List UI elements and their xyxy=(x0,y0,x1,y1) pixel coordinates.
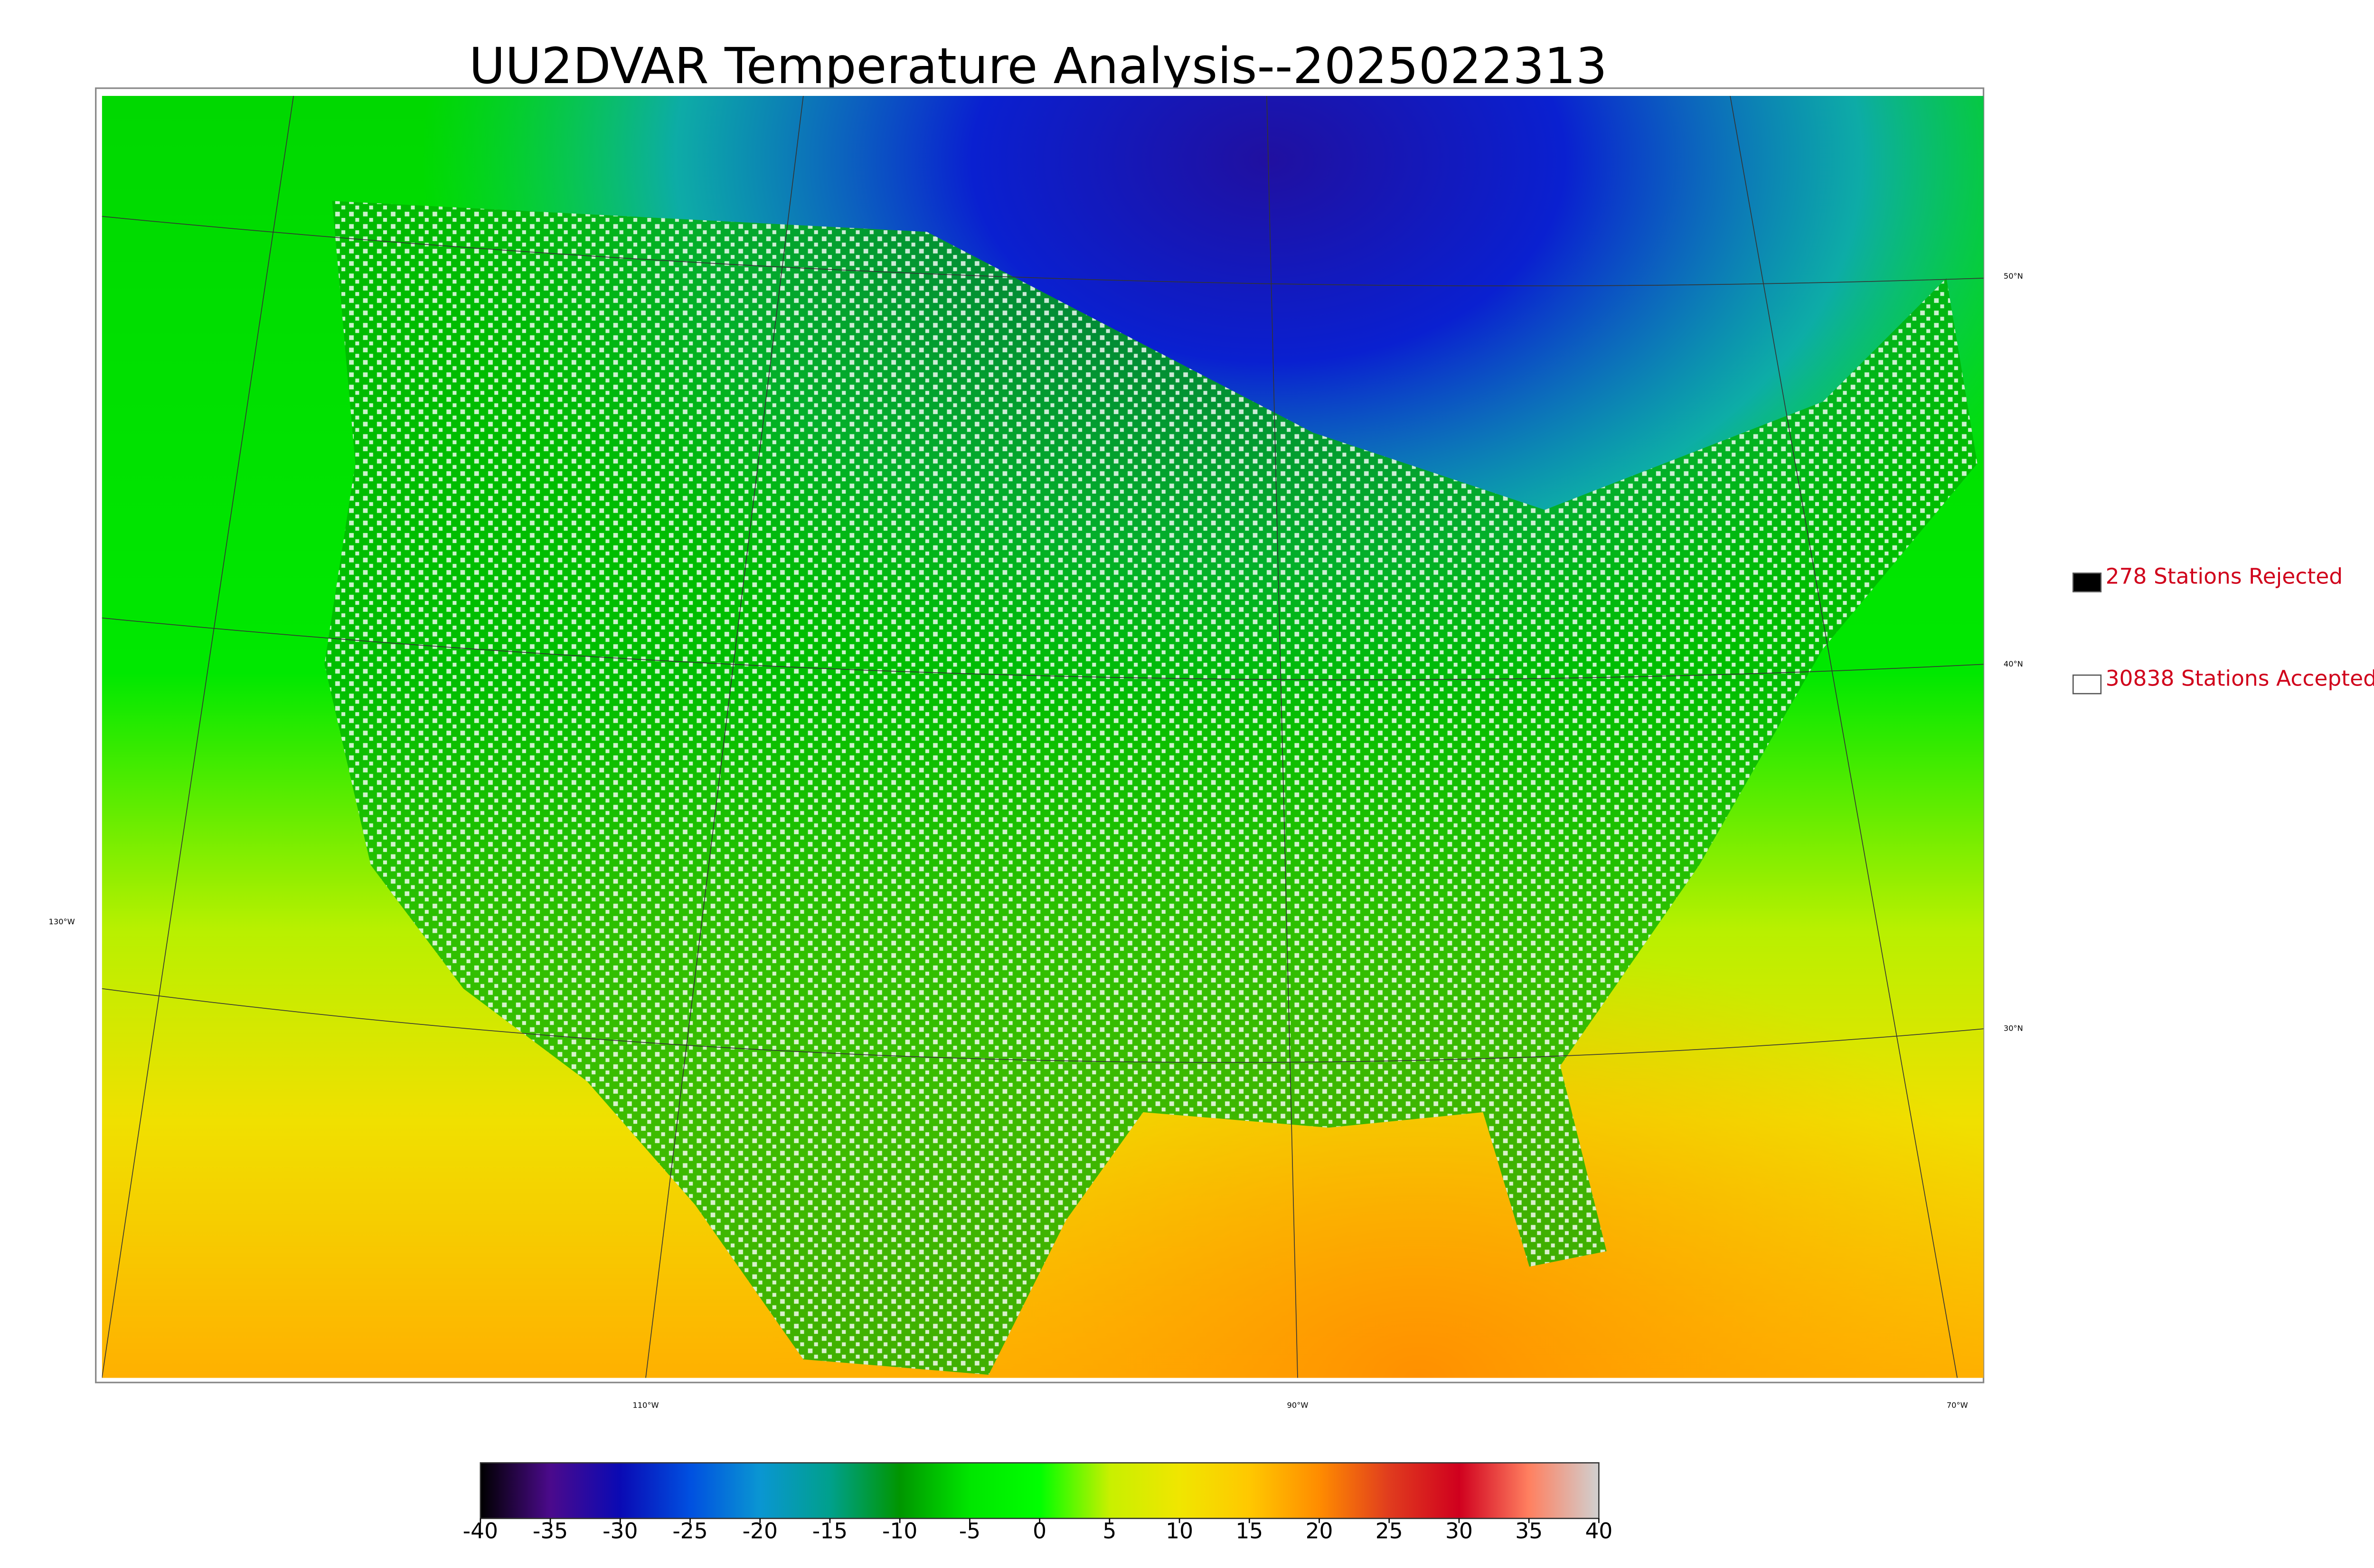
colorbar-tick-label: 25 xyxy=(1375,1518,1403,1543)
graticule xyxy=(102,96,1984,1378)
colorbar-tick-label: -20 xyxy=(743,1518,778,1543)
colorbar-tick-label: -10 xyxy=(882,1518,917,1543)
geo-labels: 50°N 40°N 30°N 130°W 110°W 90°W 70°W xyxy=(49,272,2023,1409)
colorbar-fill xyxy=(480,1462,1600,1519)
legend-label: 30838 Stations Accepted xyxy=(2106,666,2374,691)
colorbar-tick-label: 35 xyxy=(1515,1518,1543,1543)
colorbar-tick-label: -15 xyxy=(812,1518,848,1543)
legend: 278 Stations Rejected 30838 Stations Acce… xyxy=(2072,564,2374,695)
lat-label: 50°N xyxy=(2004,272,2023,281)
lon-label: 110°W xyxy=(632,1401,659,1410)
colorbar-tick-label: -35 xyxy=(533,1518,568,1543)
colorbar-tick-label: -25 xyxy=(672,1518,707,1543)
lon-label: 70°W xyxy=(1947,1401,1968,1410)
legend-label: 278 Stations Rejected xyxy=(2106,564,2343,589)
colorbar-tick-label: 10 xyxy=(1166,1518,1193,1543)
colorbar-tick-label: 0 xyxy=(1033,1518,1046,1543)
colorbar-tick-label: 30 xyxy=(1445,1518,1473,1543)
colorbar-tick-label: 40 xyxy=(1585,1518,1612,1543)
lat-label: 30°N xyxy=(2004,1024,2023,1033)
colorbar-tick-label: 20 xyxy=(1306,1518,1333,1543)
lon-label: 130°W xyxy=(49,917,75,926)
colorbar-tick-label: 5 xyxy=(1102,1518,1116,1543)
legend-swatch xyxy=(2072,674,2102,695)
colorbar-tick-label: -30 xyxy=(603,1518,638,1543)
title: UU2DVAR Temperature Analysis--2025022313 xyxy=(469,37,1607,95)
map xyxy=(102,96,1984,1378)
colorbar-tick-label: -5 xyxy=(959,1518,980,1543)
legend-swatch xyxy=(2072,573,2102,592)
stations xyxy=(324,201,1978,1375)
colorbar-tick-label: 15 xyxy=(1235,1518,1263,1543)
colorbar-tick-label: -40 xyxy=(463,1518,498,1543)
lon-label: 90°W xyxy=(1287,1401,1309,1410)
lat-label: 40°N xyxy=(2004,659,2023,668)
colorbar: -40 -35 -30 -25 -20 -15 -10 -5 0 5 10 15 20 25 30 35 40 xyxy=(463,1462,1612,1543)
